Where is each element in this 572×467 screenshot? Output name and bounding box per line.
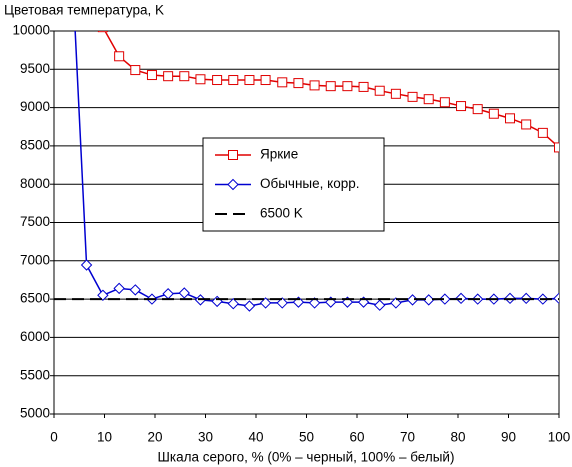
marker xyxy=(227,297,239,310)
y-tick-label: 10000 xyxy=(12,23,50,38)
marker xyxy=(554,142,559,153)
x-tick-label: 70 xyxy=(400,430,415,445)
marker xyxy=(195,74,206,85)
marker xyxy=(456,101,467,112)
marker xyxy=(162,288,174,300)
legend-label: Обычные, корр. xyxy=(260,176,359,191)
y-tick-label: 8500 xyxy=(20,137,50,152)
marker xyxy=(276,297,288,309)
marker xyxy=(488,108,499,119)
marker xyxy=(309,80,320,91)
marker xyxy=(212,75,223,86)
x-tick-label: 30 xyxy=(198,430,213,445)
marker xyxy=(553,292,559,305)
x-tick-label: 40 xyxy=(248,430,263,445)
y-tick-label: 5500 xyxy=(20,367,50,382)
marker xyxy=(259,297,272,309)
marker xyxy=(163,71,174,82)
plot-area xyxy=(54,31,559,312)
y-tick-label: 6500 xyxy=(20,291,50,306)
marker xyxy=(407,91,418,102)
marker xyxy=(114,51,125,62)
marker xyxy=(390,88,401,99)
marker xyxy=(211,295,223,308)
marker xyxy=(146,70,157,81)
marker xyxy=(260,75,271,86)
x-tick-label: 60 xyxy=(349,430,364,445)
y-tick-label: 6000 xyxy=(20,329,50,344)
marker xyxy=(228,75,239,86)
marker xyxy=(537,127,548,138)
marker xyxy=(390,297,402,309)
marker xyxy=(472,104,483,115)
marker xyxy=(293,78,304,89)
marker xyxy=(325,81,336,92)
y-tick-label: 9500 xyxy=(20,61,50,76)
marker xyxy=(129,284,142,296)
marker xyxy=(439,293,451,305)
legend-label: Яркие xyxy=(260,147,298,162)
x-tick-label: 90 xyxy=(501,430,516,445)
legend-label: 6500 K xyxy=(260,206,303,221)
y-tick-label: 7500 xyxy=(20,214,50,229)
marker xyxy=(308,297,321,309)
y-tick-label: 7000 xyxy=(20,252,50,267)
marker xyxy=(521,119,532,130)
chart-title: Цветовая температура, K xyxy=(4,3,164,18)
marker xyxy=(113,282,125,295)
marker xyxy=(244,75,255,86)
marker xyxy=(374,299,386,311)
x-tick-label: 10 xyxy=(97,430,112,445)
marker xyxy=(342,81,353,92)
marker xyxy=(277,77,288,88)
x-tick-label: 0 xyxy=(50,430,58,445)
marker xyxy=(374,85,385,96)
marker xyxy=(80,259,93,271)
y-tick-label: 8000 xyxy=(20,176,50,191)
marker xyxy=(97,289,109,301)
marker xyxy=(505,113,516,124)
x-tick-label: 80 xyxy=(450,430,465,445)
marker xyxy=(228,150,238,160)
marker xyxy=(178,287,190,299)
x-tick-label: 50 xyxy=(299,430,314,445)
marker xyxy=(179,71,190,82)
y-tick-label: 9000 xyxy=(20,99,50,114)
x-axis-label: Шкала серого, % (0% – черный, 100% – бел… xyxy=(158,450,455,465)
marker xyxy=(130,65,141,76)
marker xyxy=(423,94,434,105)
marker xyxy=(227,178,239,191)
marker xyxy=(97,31,108,33)
plot-frame xyxy=(53,30,560,415)
marker xyxy=(243,300,256,312)
y-tick-label: 5000 xyxy=(20,406,50,421)
marker xyxy=(358,81,369,92)
marker xyxy=(439,97,450,108)
x-tick-label: 100 xyxy=(548,430,571,445)
x-tick-label: 20 xyxy=(147,430,162,445)
